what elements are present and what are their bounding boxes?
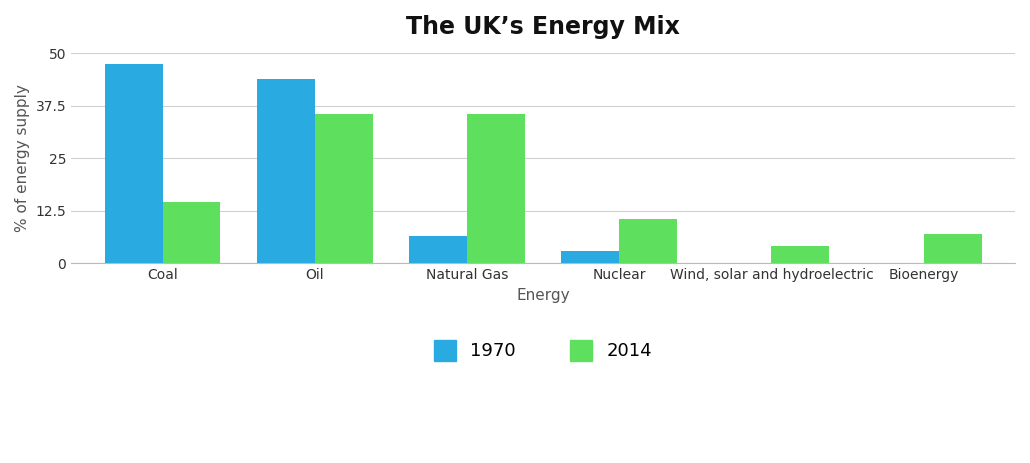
Bar	[315, 114, 373, 263]
Bar	[409, 236, 467, 263]
Bar	[467, 114, 525, 263]
Title: The UK’s Energy Mix: The UK’s Energy Mix	[406, 15, 680, 39]
X-axis label: Energy: Energy	[516, 288, 570, 303]
Legend: 1970, 2014: 1970, 2014	[425, 331, 661, 370]
Bar	[163, 202, 220, 263]
Bar	[924, 234, 982, 263]
Y-axis label: % of energy supply: % of energy supply	[15, 84, 30, 232]
Bar	[105, 64, 163, 263]
Bar	[256, 79, 315, 263]
Bar	[771, 246, 829, 263]
Bar	[619, 219, 677, 263]
Bar	[561, 250, 619, 263]
